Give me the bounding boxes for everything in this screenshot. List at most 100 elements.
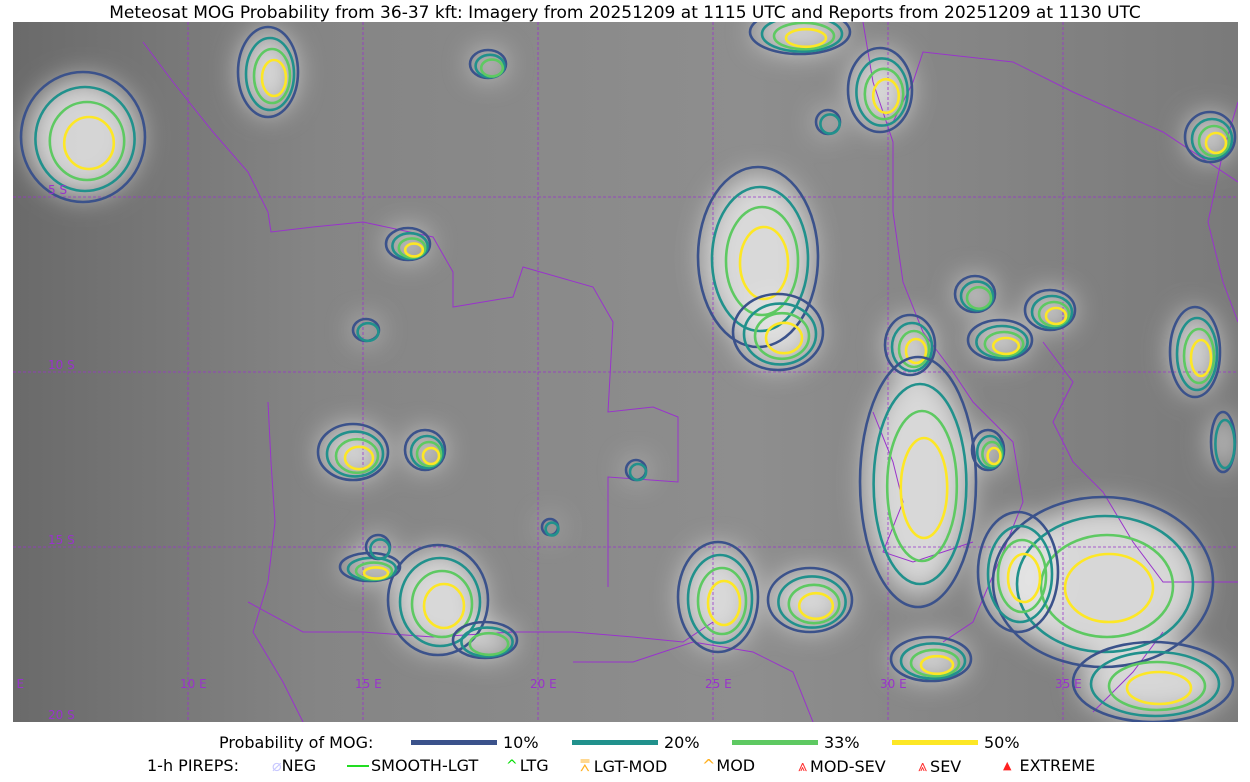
contour-20pct (986, 524, 1054, 624)
latitude-label: 5 S (48, 183, 67, 197)
contour-10pct (451, 620, 519, 660)
contour-50pct (1044, 306, 1068, 326)
contour-50pct (899, 436, 949, 540)
longitude-label: 35 E (1055, 677, 1082, 691)
latitude-label: 20 S (48, 708, 75, 722)
contour-20pct (356, 321, 380, 343)
contour-33pct (772, 22, 836, 51)
contour-33pct (863, 67, 905, 121)
contour-33pct (1182, 327, 1216, 385)
contour-50pct (919, 654, 955, 676)
contour-20pct (325, 430, 385, 478)
contour-33pct (468, 631, 510, 657)
contour-33pct (397, 237, 427, 259)
contour-10pct (991, 495, 1215, 669)
pirep-sev: ⩓ SEV (918, 756, 961, 776)
contour-20pct (890, 321, 934, 373)
contour-20pct (460, 626, 514, 658)
mod-sev-caret-icon: ⩓ (798, 756, 808, 775)
contour-20pct (628, 462, 648, 482)
line-swatch-icon (732, 740, 818, 745)
longitude-label: 15 E (355, 677, 382, 691)
contour-33pct (965, 285, 993, 311)
contour-33pct (996, 538, 1048, 614)
contour-33pct (885, 409, 959, 563)
contour-20pct (710, 185, 810, 333)
contour-20pct (398, 556, 482, 648)
contour-33pct (909, 648, 961, 678)
contour-20pct (760, 22, 844, 53)
pirep-smooth-lgt: SMOOTH-LGT (347, 756, 478, 775)
pirep-lgt-mod: ⩞ LGT-MOD (580, 756, 667, 776)
satellite-map: 5 E 10 E 15 E 20 E 25 E 30 E 35 E 5 S 10 S 15 S 2… (13, 22, 1238, 722)
longitude-label: 5 E (13, 677, 24, 691)
line-swatch-icon (892, 740, 978, 745)
contour-50pct (871, 77, 901, 115)
contour-10pct (316, 422, 390, 482)
contour-20pct (855, 57, 909, 127)
contour-33pct (724, 205, 800, 317)
contour-10pct (19, 70, 147, 204)
contour-10pct (676, 540, 760, 654)
contour-10pct (846, 46, 914, 134)
contour-20pct (975, 324, 1029, 360)
contour-50pct (738, 225, 790, 301)
contour-20pct (899, 642, 967, 680)
contour-50pct (764, 321, 804, 355)
pirep-extreme: ▲ EXTREME (1003, 756, 1095, 775)
mod-caret-icon: ^ (702, 756, 716, 775)
contour-10pct (403, 428, 447, 472)
contour-10pct (766, 566, 854, 634)
contour-10pct (386, 543, 490, 657)
contour-33pct (696, 566, 748, 636)
contour-20pct (544, 521, 560, 537)
contour-50pct (1189, 338, 1213, 378)
contour-50pct (784, 27, 828, 49)
contour-20pct (1089, 650, 1221, 718)
contour-20pct (34, 85, 136, 193)
contour-20pct (1214, 418, 1236, 470)
contour-10pct (1071, 640, 1235, 722)
contour-10pct (858, 355, 978, 609)
contour-20pct (686, 553, 754, 645)
legend-item-33: 33% (732, 733, 860, 752)
contour-33pct (1197, 124, 1231, 158)
contour-33pct (983, 330, 1025, 358)
contour-20pct (975, 434, 1005, 470)
contour-33pct (48, 100, 126, 182)
contour-50pct (422, 582, 466, 630)
contour-20pct (1030, 294, 1074, 330)
contour-50pct (421, 446, 441, 466)
contour-33pct (410, 569, 474, 639)
contour-50pct (362, 566, 390, 580)
legend-label: SEV (930, 756, 962, 776)
contour-20pct (1175, 316, 1219, 392)
contour-10pct (889, 635, 973, 683)
contour-33pct (1039, 533, 1175, 639)
contour-50pct (706, 579, 742, 627)
pireps-legend-title: 1-h PIREPS: (147, 756, 239, 775)
contour-10pct (748, 22, 852, 56)
contour-33pct (981, 440, 1003, 468)
pirep-ltg: ^ LTG (506, 756, 549, 775)
contour-20pct (819, 113, 841, 135)
longitude-label: 25 E (705, 677, 732, 691)
legend-label: LGT-MOD (593, 756, 668, 776)
contour-50pct (343, 445, 375, 471)
pirep-mod: ^ MOD (702, 756, 755, 775)
contour-20pct (742, 302, 818, 366)
legend-label: 50% (984, 733, 1020, 752)
contour-50pct (1204, 131, 1228, 155)
contour-33pct (479, 58, 505, 78)
contour-20pct (244, 36, 296, 112)
probability-legend-title: Probability of MOG: (219, 733, 374, 752)
latitude-label: 15 S (48, 533, 75, 547)
contour-33pct (252, 47, 292, 105)
ltg-caret-icon: ^ (506, 757, 518, 774)
contour-33pct (1107, 660, 1207, 712)
contour-50pct (797, 591, 835, 621)
latitude-label: 10 S (48, 358, 75, 372)
legend-item-50: 50% (892, 733, 1020, 752)
contour-10pct (1023, 288, 1077, 332)
legend-label: EXTREME (1019, 756, 1096, 775)
